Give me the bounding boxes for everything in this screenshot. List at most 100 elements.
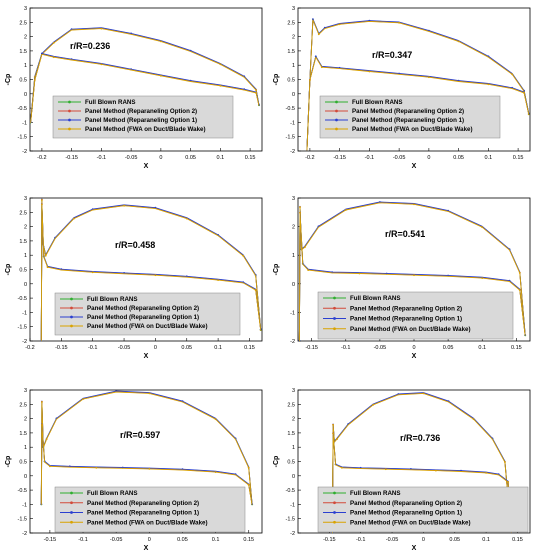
data-point	[422, 392, 425, 395]
legend-label: Panel Method (FWA on Duct/Blade Wake)	[350, 326, 471, 333]
chart-panel-5: -2 -1.5 -1 -0.5 0 0.5 1 1.5 2 2.5 3 -0.15 -0.1 -0.05 0…	[5, 388, 263, 550]
panel-title: r/R=0.597	[120, 430, 160, 440]
y-tick-label: -1	[22, 502, 27, 508]
y-tick-label: 0.5	[19, 78, 27, 84]
x-tick-label: -0.05	[125, 155, 138, 161]
legend-box	[52, 95, 234, 139]
data-point	[219, 63, 222, 66]
y-tick-label: -2	[290, 531, 295, 537]
legend-label: Panel Method (Reparaneling Option 2)	[350, 305, 462, 312]
legend-marker	[68, 127, 71, 131]
legend-marker	[68, 100, 71, 104]
data-point	[100, 27, 103, 30]
x-tick-label: 0.15	[513, 155, 524, 161]
legend-label: Panel Method (Reparaneling Option 2)	[85, 108, 197, 115]
legend-marker	[333, 327, 336, 331]
data-point	[523, 92, 525, 94]
y-tick-label: 2	[292, 417, 295, 423]
legend-marker	[70, 324, 73, 328]
panel-title: r/R=0.541	[385, 229, 425, 239]
legend-label: Panel Method (Reparaneling Option 1)	[85, 117, 197, 124]
series-line-suction-m4	[332, 392, 512, 533]
legend-label: Panel Method (FWA on Duct/Blade Wake)	[85, 126, 206, 133]
legend-label: Panel Method (FWA on Duct/Blade Wake)	[87, 519, 208, 526]
y-tick-label: 2	[24, 35, 27, 41]
series-line-pressure-m4	[332, 432, 512, 533]
x-axis-label: X	[144, 353, 149, 360]
y-tick-label: -0.5	[286, 488, 295, 494]
panel-title: r/R=0.736	[400, 433, 440, 443]
legend-marker	[70, 491, 73, 495]
legend-marker	[333, 296, 336, 300]
x-tick-label: -0.1	[341, 345, 350, 351]
data-point	[41, 401, 43, 403]
legend-label: Panel Method (FWA on Duct/Blade Wake)	[352, 126, 473, 133]
legend-marker	[335, 127, 338, 131]
y-tick-label: -2	[22, 339, 27, 345]
y-tick-label: 3	[292, 388, 295, 394]
data-point	[148, 468, 151, 470]
y-tick-label: 0.5	[19, 268, 27, 274]
x-tick-label: 0.15	[511, 345, 522, 351]
x-tick-label: 0	[148, 537, 151, 543]
data-point	[314, 55, 317, 58]
x-tick-label: 0	[422, 537, 425, 543]
data-point	[299, 206, 301, 209]
data-point	[255, 89, 257, 91]
x-tick-label: 0.1	[212, 537, 220, 543]
x-tick-label: -0.15	[333, 155, 346, 161]
x-tick-label: -0.1	[365, 155, 374, 161]
y-axis-label: -Cp	[5, 74, 12, 86]
data-point	[154, 274, 157, 277]
y-tick-label: -2	[290, 339, 295, 345]
data-point	[368, 70, 371, 73]
series-line-suction-m4	[298, 202, 526, 341]
y-tick-label: -1	[22, 120, 27, 126]
legend-marker	[333, 317, 336, 320]
legend-label: Panel Method (Reparaneling Option 2)	[352, 108, 464, 115]
x-tick-label: 0.15	[243, 537, 254, 543]
legend-label: Full Blown RANS	[350, 490, 401, 497]
y-tick-label: -2	[22, 531, 27, 537]
x-tick-label: -0.1	[356, 537, 365, 543]
plot-curves	[40, 390, 254, 506]
legend-label: Full Blown RANS	[350, 295, 401, 302]
legend-label: Panel Method (Reparaneling Option 2)	[87, 305, 199, 312]
y-tick-label: -1.5	[18, 135, 27, 141]
data-point	[332, 432, 334, 435]
x-tick-label: -0.15	[44, 537, 57, 543]
data-point	[100, 63, 103, 66]
y-tick-label: -1	[290, 502, 295, 508]
y-tick-label: 2	[292, 225, 295, 231]
data-point	[82, 398, 84, 400]
data-point	[123, 204, 125, 207]
y-tick-label: -1.5	[18, 325, 27, 331]
y-tick-label: 1	[24, 63, 27, 69]
y-tick-label: 0	[292, 92, 295, 98]
data-point	[472, 418, 475, 421]
x-axis-label: X	[144, 163, 149, 170]
y-axis-label: -Cp	[273, 456, 280, 468]
data-point	[52, 42, 55, 44]
data-point	[507, 481, 509, 483]
y-tick-label: 1	[292, 63, 295, 69]
data-point	[214, 418, 217, 421]
data-point	[148, 392, 151, 395]
data-point	[52, 56, 55, 59]
y-tick-label: 3	[292, 196, 295, 202]
x-tick-label: -0.2	[305, 155, 314, 161]
y-tick-label: 0.5	[287, 78, 295, 84]
legend-marker	[333, 306, 336, 310]
legend-label: Panel Method (Reparaneling Option 2)	[350, 500, 462, 507]
legend-label: Panel Method (Reparaneling Option 1)	[350, 316, 462, 323]
y-tick-label: -0.5	[18, 296, 27, 302]
data-point	[217, 279, 220, 281]
x-tick-label: -0.15	[323, 537, 336, 543]
x-tick-label: 0.05	[181, 345, 192, 351]
legend-box	[317, 291, 514, 340]
x-tick-label: 0.05	[453, 155, 464, 161]
x-tick-label: 0.1	[217, 155, 225, 161]
data-point	[435, 469, 437, 472]
legend-marker	[70, 297, 73, 301]
y-axis-label: -Cp	[5, 264, 12, 276]
